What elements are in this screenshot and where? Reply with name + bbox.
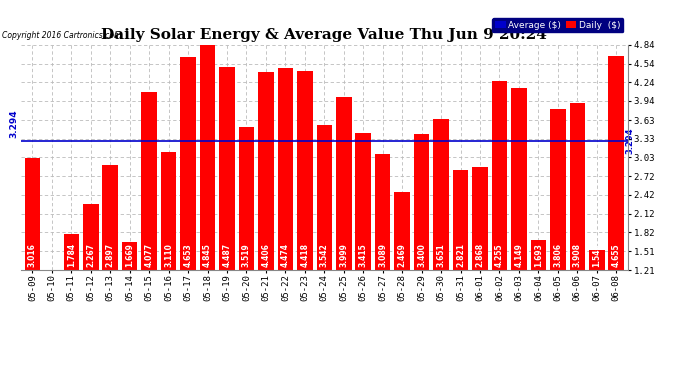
Bar xyxy=(122,242,137,270)
Bar xyxy=(550,109,566,270)
Bar xyxy=(511,88,526,270)
Legend: Average ($), Daily  ($): Average ($), Daily ($) xyxy=(492,18,623,32)
Bar xyxy=(141,92,157,270)
Text: 4.077: 4.077 xyxy=(145,243,154,267)
Text: 1.693: 1.693 xyxy=(534,243,543,267)
Text: 3.999: 3.999 xyxy=(339,243,348,267)
Bar xyxy=(355,134,371,270)
Text: 3.400: 3.400 xyxy=(417,243,426,267)
Bar xyxy=(317,126,332,270)
Bar xyxy=(395,192,410,270)
Text: 3.294: 3.294 xyxy=(626,128,635,154)
Text: 4.149: 4.149 xyxy=(515,243,524,267)
Text: 2.868: 2.868 xyxy=(475,243,484,267)
Text: 4.255: 4.255 xyxy=(495,243,504,267)
Bar xyxy=(277,68,293,270)
Bar xyxy=(25,158,40,270)
Bar xyxy=(63,234,79,270)
Text: 3.110: 3.110 xyxy=(164,243,173,267)
Text: 3.651: 3.651 xyxy=(437,243,446,267)
Bar xyxy=(453,170,469,270)
Text: 4.845: 4.845 xyxy=(203,243,212,267)
Text: 4.487: 4.487 xyxy=(222,243,231,267)
Bar xyxy=(199,45,215,270)
Text: Copyright 2016 Cartronics.com: Copyright 2016 Cartronics.com xyxy=(3,32,122,40)
Bar xyxy=(569,103,585,270)
Bar xyxy=(180,57,196,270)
Text: 4.655: 4.655 xyxy=(612,243,621,267)
Text: 3.908: 3.908 xyxy=(573,243,582,267)
Bar xyxy=(433,119,449,270)
Text: 2.267: 2.267 xyxy=(86,243,95,267)
Bar xyxy=(102,165,118,270)
Bar xyxy=(492,81,507,270)
Bar xyxy=(297,71,313,270)
Text: 3.089: 3.089 xyxy=(378,243,387,267)
Text: 1.540: 1.540 xyxy=(592,243,601,267)
Title: Daily Solar Energy & Average Value Thu Jun 9 20:24: Daily Solar Energy & Average Value Thu J… xyxy=(101,28,547,42)
Bar xyxy=(414,134,429,270)
Bar xyxy=(83,204,99,270)
Bar xyxy=(161,152,177,270)
Bar xyxy=(258,72,274,270)
Bar xyxy=(219,67,235,270)
Text: 4.406: 4.406 xyxy=(262,243,270,267)
Bar xyxy=(531,240,546,270)
Bar xyxy=(589,249,604,270)
Bar xyxy=(472,167,488,270)
Text: 1.669: 1.669 xyxy=(125,243,134,267)
Bar xyxy=(239,127,254,270)
Text: 2.821: 2.821 xyxy=(456,243,465,267)
Text: 4.418: 4.418 xyxy=(300,243,309,267)
Bar xyxy=(609,57,624,270)
Text: 2.469: 2.469 xyxy=(397,243,406,267)
Text: 4.474: 4.474 xyxy=(281,243,290,267)
Text: 3.542: 3.542 xyxy=(319,243,329,267)
Text: 3.294: 3.294 xyxy=(10,109,19,138)
Text: 3.806: 3.806 xyxy=(553,243,562,267)
Text: 1.784: 1.784 xyxy=(67,243,76,267)
Text: 3.016: 3.016 xyxy=(28,243,37,267)
Text: 4.653: 4.653 xyxy=(184,243,193,267)
Text: 3.415: 3.415 xyxy=(359,243,368,267)
Text: 2.897: 2.897 xyxy=(106,243,115,267)
Text: 3.519: 3.519 xyxy=(242,243,251,267)
Bar xyxy=(375,153,391,270)
Bar xyxy=(336,97,351,270)
